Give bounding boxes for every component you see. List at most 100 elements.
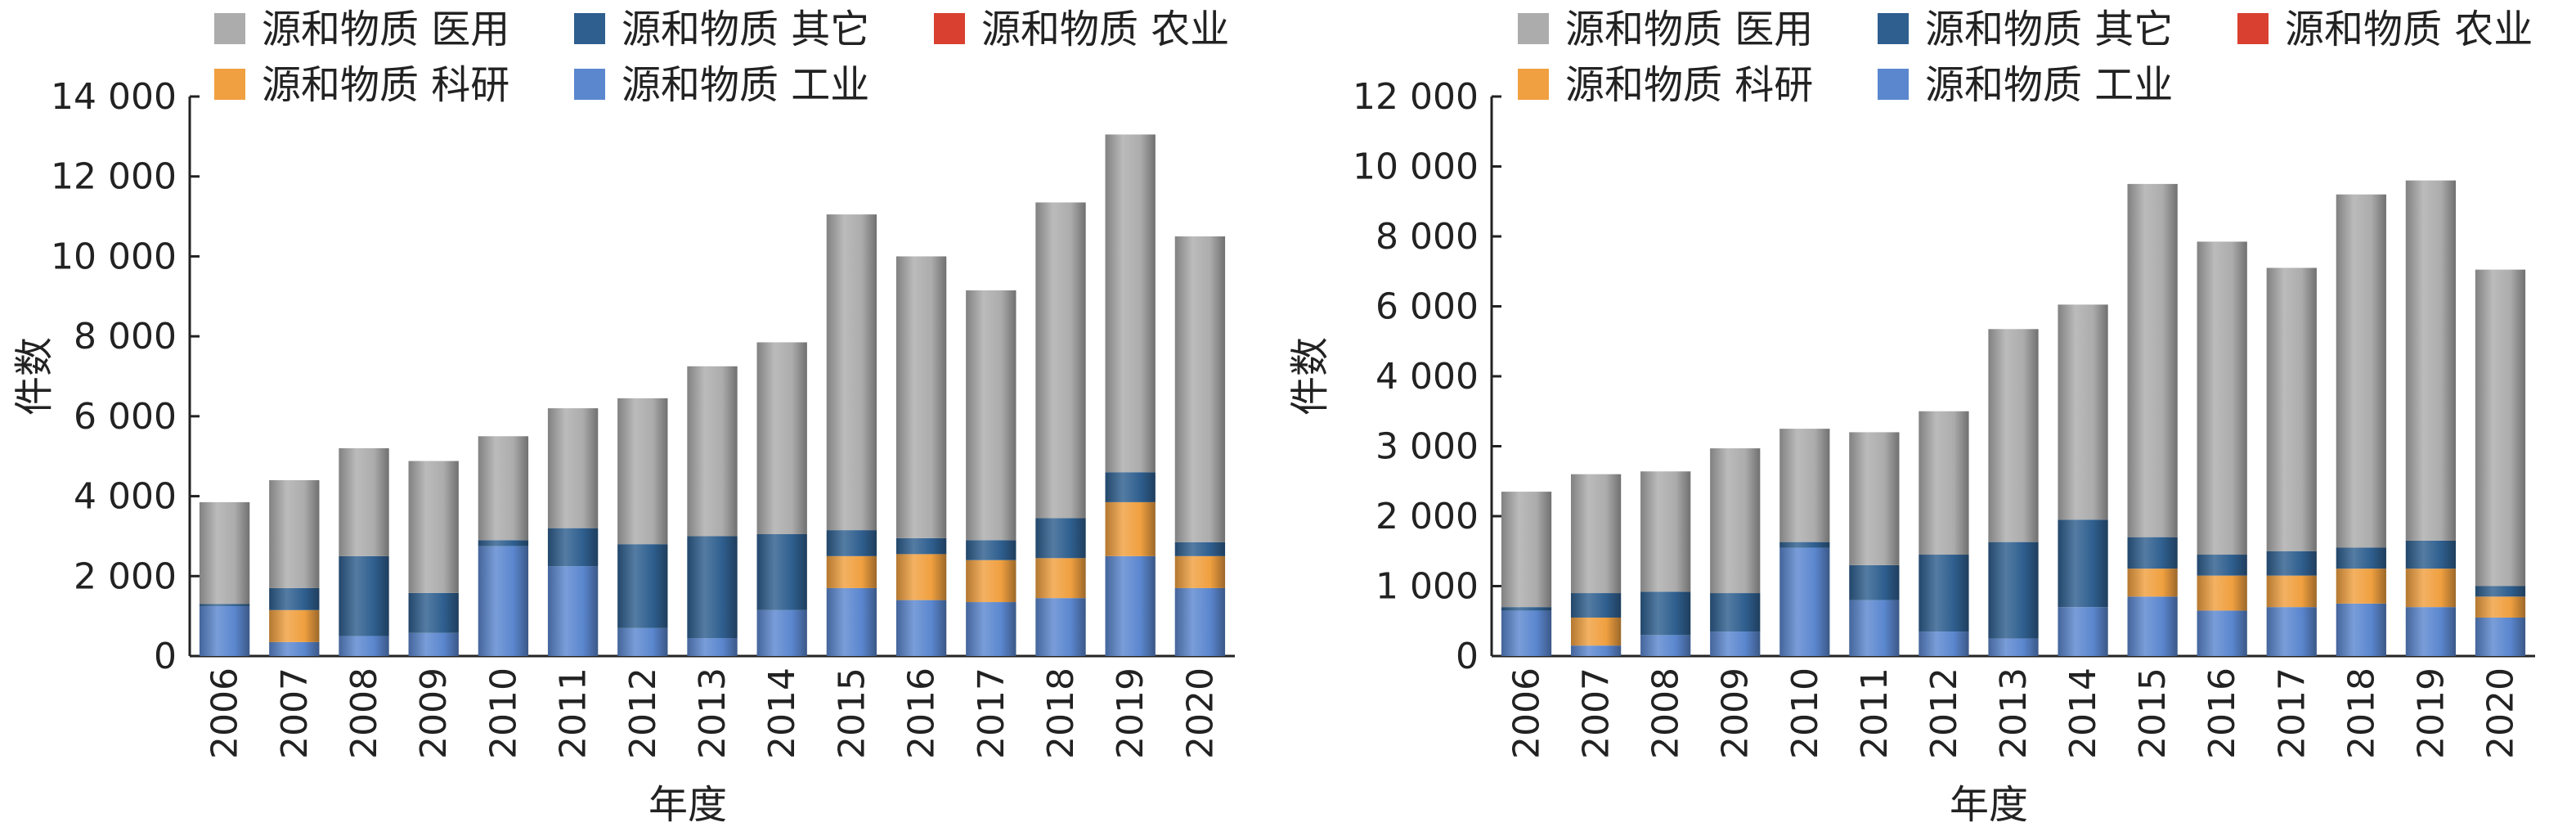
bar-segment-源和物质-其它-2013 [687, 536, 738, 639]
bar-segment-源和物质-其它-2014 [2058, 519, 2108, 608]
bar-segment-源和物质-其它-2020 [1174, 542, 1226, 556]
bar-segment-源和物质-工业-2008 [339, 636, 389, 656]
bar-segment-源和物质-工业-2008 [1640, 635, 1691, 656]
bar-segment-源和物质-医用-2012 [1919, 411, 1969, 555]
legend-swatch [1518, 13, 1549, 44]
x-tick-label: 2015 [2132, 667, 2174, 759]
y-tick-label: 12 000 [51, 156, 177, 198]
bar-segment-源和物质-工业-2009 [408, 632, 459, 656]
bar-segment-源和物质-其它-2011 [547, 528, 599, 567]
bar-segment-源和物质-其它-2015 [2127, 537, 2178, 569]
legend-item-源和物质-医用: 源和物质 医用 [214, 7, 509, 52]
legend-item-源和物质-科研: 源和物质 科研 [1518, 62, 1813, 108]
bar-segment-源和物质-其它-2011 [1849, 564, 1900, 600]
bar-segment-源和物质-医用-2008 [339, 447, 389, 556]
bar-stack-2019 [1105, 134, 1156, 656]
bar-stack-2007 [269, 480, 320, 656]
legend-swatch [1878, 69, 1909, 100]
bar-segment-源和物质-医用-2016 [2197, 241, 2247, 555]
x-tick-label: 2016 [2201, 667, 2243, 759]
legend-swatch [574, 69, 605, 100]
legend-swatch [934, 13, 965, 44]
bar-segment-源和物质-工业-2010 [1779, 547, 1830, 656]
bar-segment-源和物质-其它-2016 [2197, 555, 2247, 576]
bar-segment-源和物质-其它-2007 [269, 587, 320, 610]
bars [199, 134, 1226, 656]
x-tick-label: 2018 [1040, 667, 1082, 759]
bar-segment-源和物质-工业-2009 [1710, 631, 1761, 656]
x-tick-label: 2014 [761, 667, 803, 759]
bar-segment-源和物质-其它-2007 [1570, 593, 1622, 618]
legend-swatch [214, 13, 245, 44]
bar-segment-源和物质-工业-2020 [2475, 617, 2526, 656]
bar-segment-源和物质-其它-2020 [2475, 586, 2526, 597]
bar-segment-源和物质-医用-2011 [1849, 432, 1900, 565]
bar-stack-2014 [756, 342, 807, 656]
legend-label: 源和物质 其它 [622, 7, 869, 52]
bar-stack-2011 [1849, 432, 1900, 656]
bar-segment-源和物质-工业-2013 [1988, 638, 2039, 656]
x-axis: 2006 2007 2008 2009 2010 2011 2012 2013 2014 2015… [1492, 654, 2535, 828]
y-tick-label: 0 [154, 636, 177, 677]
bar-segment-源和物质-医用-2006 [1501, 492, 1552, 608]
bar-stack-2008 [339, 447, 389, 656]
bar-segment-源和物质-其它-2006 [199, 604, 250, 606]
x-tick-label: 2013 [1993, 667, 2035, 759]
bar-stack-2010 [478, 436, 529, 656]
bar-segment-源和物质-科研-2015 [2127, 569, 2178, 597]
bar-segment-源和物质-其它-2014 [756, 533, 807, 610]
legend-item-源和物质-其它: 源和物质 其它 [1878, 7, 2173, 52]
x-tick-label: 2007 [1576, 667, 1618, 759]
y-axis-title: 件数 [1287, 337, 1333, 416]
bar-segment-源和物质-科研-2007 [269, 609, 320, 642]
bar-segment-源和物质-医用-2013 [687, 366, 738, 537]
legend-label: 源和物质 农业 [981, 7, 1229, 52]
bar-stack-2017 [2266, 267, 2317, 656]
bar-segment-源和物质-其它-2008 [339, 555, 389, 636]
bar-segment-源和物质-医用-2012 [617, 398, 668, 545]
bar-segment-源和物质-其它-2019 [1105, 472, 1156, 502]
legend-label: 源和物质 科研 [1565, 62, 1813, 108]
bar-stack-2016 [2197, 241, 2247, 656]
x-tick-label: 2010 [482, 667, 524, 759]
y-tick-label: 6 000 [1376, 286, 1479, 328]
x-tick-label: 2008 [1645, 667, 1687, 759]
bar-stack-2018 [1035, 202, 1086, 656]
bar-segment-源和物质-其它-2006 [1501, 607, 1552, 611]
bar-segment-源和物质-医用-2020 [2475, 269, 2526, 587]
bar-segment-源和物质-科研-2017 [2266, 575, 2317, 608]
x-tick-label: 2006 [1506, 667, 1548, 759]
bar-segment-源和物质-医用-2014 [756, 342, 807, 534]
bar-segment-源和物质-工业-2011 [547, 566, 599, 656]
y-tick-label: 10 000 [51, 236, 177, 277]
x-tick-label: 2007 [274, 667, 316, 759]
bar-segment-源和物质-其它-2013 [1988, 542, 2039, 639]
bar-segment-源和物质-科研-2007 [1570, 617, 1622, 646]
y-tick-label: 14 000 [51, 76, 177, 118]
y-tick-label: 0 [1456, 636, 1479, 677]
x-tick-label: 2019 [1110, 667, 1151, 759]
x-tick-label: 2008 [343, 667, 385, 759]
bar-segment-源和物质-医用-2011 [547, 408, 599, 528]
x-axis-title: 年度 [648, 782, 727, 828]
bar-segment-源和物质-工业-2019 [1105, 555, 1156, 656]
bar-segment-源和物质-医用-2018 [1035, 202, 1086, 519]
bar-segment-源和物质-其它-2015 [826, 530, 877, 556]
bar-stack-2018 [2336, 194, 2386, 656]
bar-segment-源和物质-医用-2020 [1174, 236, 1226, 542]
legend-item-源和物质-工业: 源和物质 工业 [574, 62, 869, 108]
legend-label: 源和物质 工业 [1925, 62, 2173, 108]
legend-item-源和物质-医用: 源和物质 医用 [1518, 7, 1813, 52]
bar-segment-源和物质-工业-2006 [1501, 610, 1552, 656]
legend-item-源和物质-农业: 源和物质 农业 [2237, 7, 2533, 52]
bar-segment-源和物质-工业-2016 [2197, 610, 2247, 656]
bar-segment-源和物质-医用-2015 [826, 214, 877, 531]
legend-label: 源和物质 其它 [1925, 7, 2173, 52]
bar-segment-源和物质-医用-2009 [408, 461, 459, 593]
bar-segment-源和物质-医用-2009 [1710, 448, 1761, 594]
bar-stack-2009 [1710, 448, 1761, 656]
bar-segment-源和物质-工业-2018 [1035, 598, 1086, 656]
bar-segment-源和物质-工业-2012 [1919, 631, 1969, 656]
bar-stack-2012 [1919, 411, 1969, 656]
